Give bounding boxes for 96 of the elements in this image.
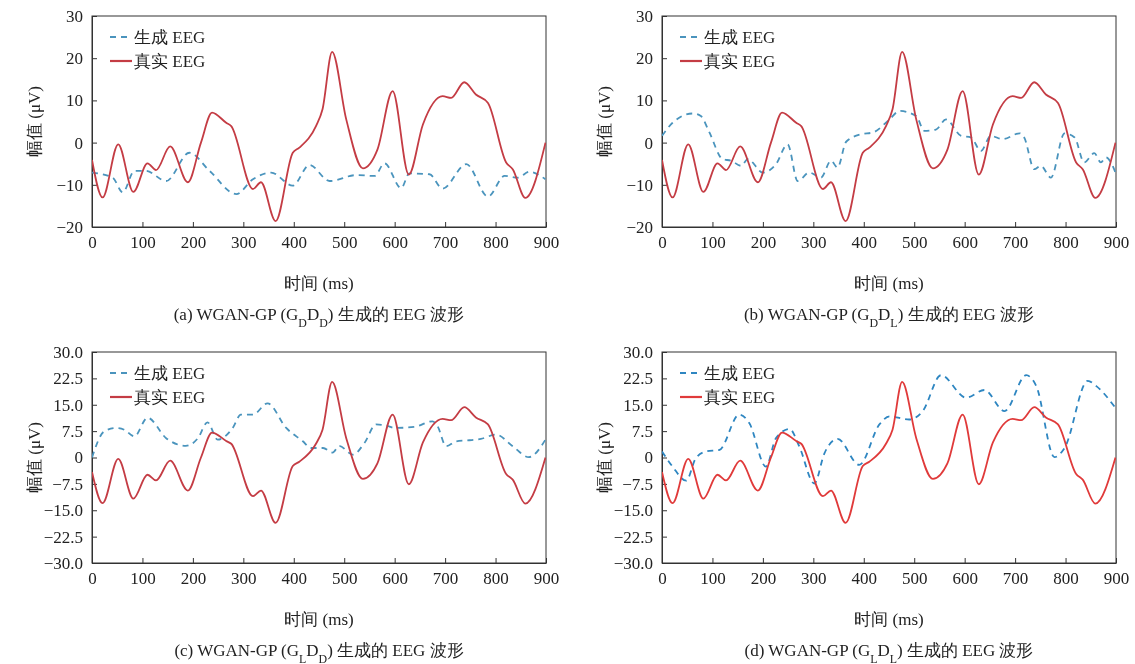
- x-axis-title: 时间 (ms): [284, 274, 354, 293]
- y-tick-label: −22.5: [613, 527, 653, 547]
- y-tick-label: 7.5: [61, 422, 83, 442]
- y-tick-label: −10: [56, 175, 83, 195]
- x-tick-label: 400: [281, 233, 308, 253]
- x-tick-label: 200: [750, 569, 777, 589]
- legend-label: 真实 EEG: [704, 387, 776, 407]
- y-tick-label: 15.0: [53, 395, 83, 415]
- x-tick-label: 600: [952, 569, 978, 589]
- legend-label: 真实 EEG: [134, 387, 206, 407]
- x-tick-label: 0: [88, 569, 97, 589]
- y-tick-label: 22.5: [623, 369, 653, 389]
- y-axis-title: 幅值 (μV): [25, 422, 44, 493]
- y-tick-label: −30.0: [43, 553, 83, 573]
- y-tick-label: 0: [644, 133, 653, 153]
- line-series: [662, 50, 1116, 222]
- x-tick-label: 800: [483, 233, 509, 253]
- x-tick-label: 200: [750, 233, 777, 253]
- y-tick-label: −30.0: [613, 553, 653, 573]
- x-tick-label: 400: [281, 569, 308, 589]
- y-tick-label: −15.0: [43, 501, 83, 521]
- y-axis-title: 幅值 (μV): [25, 86, 44, 157]
- x-axis-title: 时间 (ms): [854, 274, 924, 293]
- legend-label: 生成 EEG: [704, 363, 776, 383]
- y-tick-label: 10: [636, 91, 653, 111]
- x-tick-label: 900: [1103, 569, 1130, 589]
- legend-label: 生成 EEG: [134, 363, 206, 383]
- x-tick-label: 400: [851, 233, 878, 253]
- y-axis-title: 幅值 (μV): [595, 86, 614, 157]
- y-tick-label: 22.5: [53, 369, 83, 389]
- x-tick-label: 700: [432, 569, 459, 589]
- x-tick-label: 800: [483, 569, 509, 589]
- x-tick-label: 300: [801, 233, 827, 253]
- y-tick-label: 0: [74, 448, 83, 468]
- x-tick-label: 800: [1053, 233, 1079, 253]
- x-tick-label: 500: [901, 233, 928, 253]
- legend-label: 生成 EEG: [704, 27, 776, 47]
- x-tick-label: 300: [231, 569, 257, 589]
- x-tick-label: 100: [700, 569, 726, 589]
- line-series: [92, 50, 546, 222]
- x-tick-label: 0: [658, 233, 667, 253]
- legend-label: 真实 EEG: [704, 51, 776, 71]
- x-tick-label: 800: [1053, 569, 1079, 589]
- y-axis-title: 幅值 (μV): [595, 422, 614, 493]
- x-tick-label: 100: [700, 233, 726, 253]
- x-tick-label: 200: [180, 569, 207, 589]
- y-tick-label: −10: [626, 175, 653, 195]
- text: (d) WGAN-GP (G$_{L}$D$_{L}$) 生成的 EEG 波形: [744, 641, 1034, 664]
- legend-label: 生成 EEG: [134, 27, 206, 47]
- y-tick-label: 30: [66, 6, 83, 26]
- y-tick-label: −20: [626, 217, 653, 237]
- y-tick-label: 20: [66, 49, 83, 69]
- x-tick-label: 200: [180, 233, 207, 253]
- x-tick-label: 500: [331, 233, 358, 253]
- x-tick-label: 500: [901, 569, 928, 589]
- line-series: [92, 151, 546, 198]
- x-tick-label: 0: [658, 569, 667, 589]
- y-tick-label: 30.0: [623, 342, 653, 362]
- y-tick-label: −22.5: [43, 527, 83, 547]
- x-tick-label: 700: [1002, 233, 1029, 253]
- line-series: [92, 380, 546, 524]
- x-tick-label: 600: [382, 569, 408, 589]
- x-tick-label: 700: [1002, 569, 1029, 589]
- y-tick-label: 30.0: [53, 342, 83, 362]
- y-tick-label: −7.5: [622, 474, 653, 494]
- x-tick-label: 100: [130, 233, 156, 253]
- x-tick-label: 600: [952, 233, 978, 253]
- y-tick-label: 0: [74, 133, 83, 153]
- x-tick-label: 900: [533, 569, 560, 589]
- y-tick-label: 30: [636, 6, 653, 26]
- x-tick-label: 700: [432, 233, 459, 253]
- legend-label: 真实 EEG: [134, 51, 206, 71]
- x-tick-label: 600: [382, 233, 408, 253]
- x-tick-label: 100: [130, 569, 156, 589]
- y-tick-label: 10: [66, 91, 83, 111]
- y-tick-label: −7.5: [52, 474, 83, 494]
- x-tick-label: 300: [801, 569, 827, 589]
- y-tick-label: 0: [644, 448, 653, 468]
- x-tick-label: 900: [1103, 233, 1130, 253]
- x-axis-title: 时间 (ms): [854, 610, 924, 629]
- line-series: [662, 380, 1116, 524]
- y-tick-label: 7.5: [631, 422, 653, 442]
- y-tick-label: −15.0: [613, 501, 653, 521]
- x-axis-title: 时间 (ms): [284, 610, 354, 629]
- y-tick-label: −20: [56, 217, 83, 237]
- text: (c) WGAN-GP (G$_{L}$D$_{D}$) 生成的 EEG 波形: [174, 641, 464, 664]
- text: (b) WGAN-GP (G$_{D}$D$_{L}$) 生成的 EEG 波形: [743, 305, 1035, 330]
- y-tick-label: 20: [636, 49, 653, 69]
- x-tick-label: 500: [331, 569, 358, 589]
- x-tick-label: 400: [851, 569, 878, 589]
- x-tick-label: 300: [231, 233, 257, 253]
- x-tick-label: 900: [533, 233, 560, 253]
- y-tick-label: 15.0: [623, 395, 653, 415]
- text: (a) WGAN-GP (G$_{D}$D$_{D}$) 生成的 EEG 波形: [173, 305, 465, 330]
- x-tick-label: 0: [88, 233, 97, 253]
- line-series: [662, 110, 1116, 182]
